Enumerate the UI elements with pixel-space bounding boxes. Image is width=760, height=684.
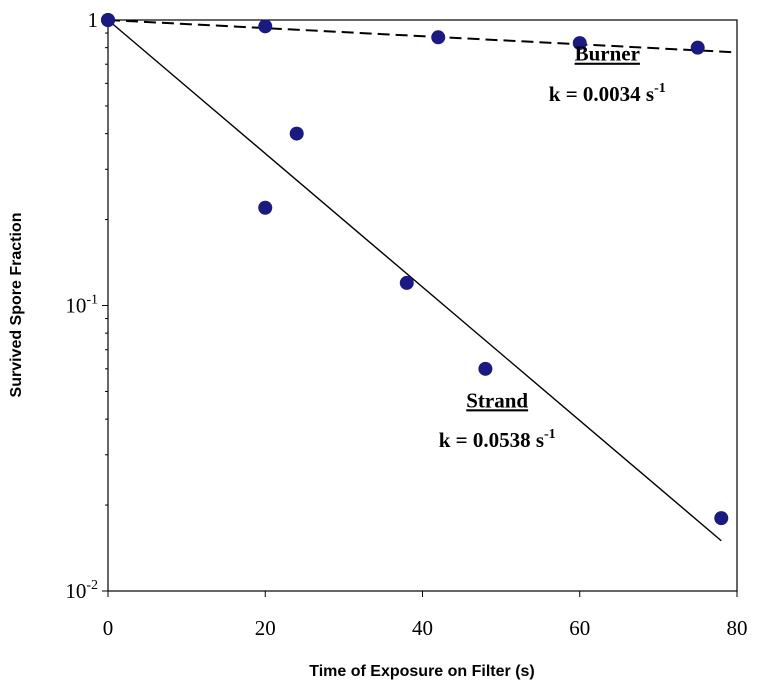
data-point-0 xyxy=(690,40,705,55)
annotation-rate-value: k = 0.0538 s xyxy=(439,428,544,452)
y-axis-title: Survived Spore Fraction xyxy=(8,213,25,398)
x-axis-title: Time of Exposure on Filter (s) xyxy=(309,663,535,680)
y-tick-label-base: 10 xyxy=(65,579,86,603)
annotation-rate: k = 0.0538 s-1 xyxy=(439,427,556,452)
y-axis: 10-210-11 xyxy=(65,8,108,603)
annotation-rate-exponent: -1 xyxy=(654,81,666,96)
x-tick-label: 20 xyxy=(255,616,276,640)
data-point-0 xyxy=(572,36,587,51)
y-tick-label-base: 1 xyxy=(88,8,99,32)
data-point-1 xyxy=(478,361,493,376)
annotation-label: Strand xyxy=(466,388,528,412)
fit-line-0 xyxy=(107,19,738,54)
fit-lines xyxy=(107,19,738,542)
fit-line-1 xyxy=(107,19,722,542)
y-tick-label: 1 xyxy=(88,8,99,32)
data-point-0 xyxy=(431,30,446,45)
data-points xyxy=(101,13,729,526)
y-tick-label: 10-1 xyxy=(65,293,98,318)
x-tick-label: 60 xyxy=(569,616,590,640)
data-point-1 xyxy=(258,200,273,215)
x-tick-label: 80 xyxy=(727,616,748,640)
y-tick-label-exponent: -1 xyxy=(86,293,98,308)
annotation-rate-exponent: -1 xyxy=(544,427,556,442)
annotation-rate-value: k = 0.0034 s xyxy=(549,82,654,106)
data-point-1 xyxy=(101,13,115,27)
data-point-0 xyxy=(258,19,273,34)
y-tick-label-exponent: -2 xyxy=(86,578,98,593)
y-tick-label: 10-2 xyxy=(65,578,98,603)
x-tick-label: 0 xyxy=(103,616,114,640)
annotation-rate: k = 0.0034 s-1 xyxy=(549,81,666,106)
data-point-1 xyxy=(399,275,414,290)
y-tick-label-base: 10 xyxy=(65,294,86,318)
x-axis: 0 20 40 60 80 xyxy=(103,591,748,640)
x-tick-label: 40 xyxy=(412,616,433,640)
data-point-1 xyxy=(289,126,304,141)
data-point-1 xyxy=(714,511,729,526)
annotation-label: Burner xyxy=(575,42,640,66)
